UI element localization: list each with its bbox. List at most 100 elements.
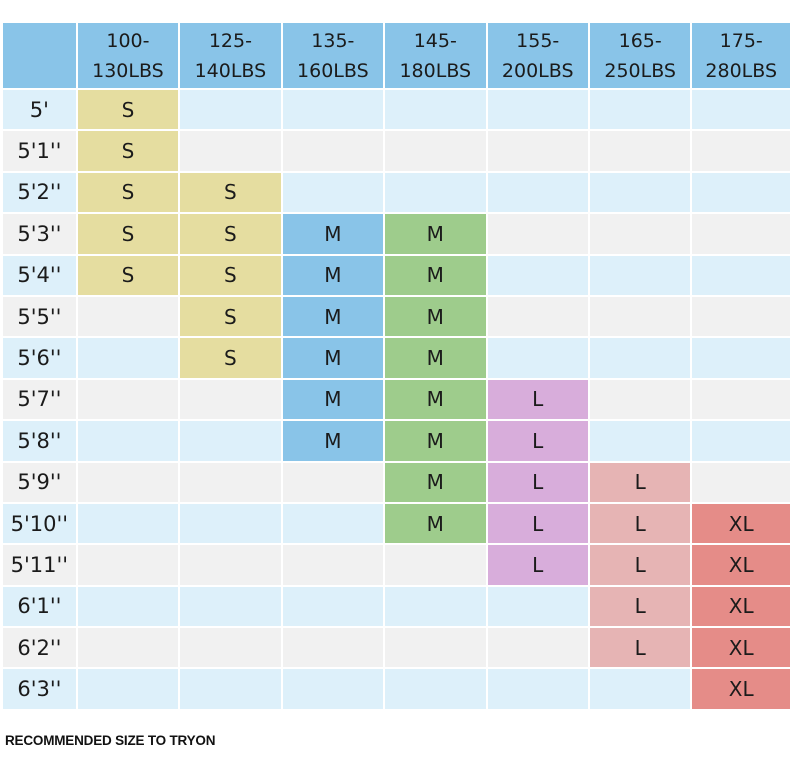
empty-cell xyxy=(589,296,693,339)
empty-cell xyxy=(487,338,590,380)
empty-cell xyxy=(385,669,488,711)
footnote: RECOMMENDED SIZE TO TRYON xyxy=(5,733,216,748)
size-chart-body: 5' S 5'1'' S 5'2'' S S 5'3'' S S M M 5'4'' S S M M 5'5'' S… xyxy=(3,90,790,711)
height-label: 5'4'' xyxy=(3,255,78,297)
table-row: 5' S xyxy=(3,90,790,132)
empty-cell xyxy=(282,628,386,670)
size-cell: M xyxy=(385,214,488,256)
corner-cell xyxy=(3,23,78,90)
empty-cell xyxy=(180,628,283,670)
empty-cell xyxy=(77,586,181,629)
empty-cell xyxy=(180,90,283,132)
empty-cell xyxy=(692,296,790,339)
empty-cell xyxy=(180,421,283,463)
height-label: 5'3'' xyxy=(3,214,78,256)
size-cell: M xyxy=(385,503,488,546)
empty-cell xyxy=(589,214,693,256)
empty-cell xyxy=(282,586,386,629)
table-row: 6'1'' L XL xyxy=(3,586,790,629)
height-label: 5'2'' xyxy=(3,172,78,215)
size-cell: L xyxy=(487,421,590,463)
table-row: 6'2'' L XL xyxy=(3,628,790,670)
empty-cell xyxy=(77,545,181,587)
size-cell: M xyxy=(385,338,488,380)
empty-cell xyxy=(487,586,590,629)
empty-cell xyxy=(77,338,181,380)
size-cell: S xyxy=(180,214,283,256)
empty-cell xyxy=(487,172,590,215)
size-cell: M xyxy=(282,421,386,463)
height-label: 5'7'' xyxy=(3,379,78,422)
height-label: 5'5'' xyxy=(3,296,78,339)
size-cell: S xyxy=(77,214,181,256)
empty-cell xyxy=(282,545,386,587)
empty-cell xyxy=(385,545,488,587)
empty-cell xyxy=(487,296,590,339)
table-row: 5'6'' S M M xyxy=(3,338,790,380)
size-cell: L xyxy=(589,462,693,504)
empty-cell xyxy=(589,90,693,132)
empty-cell xyxy=(77,669,181,711)
height-label: 6'2'' xyxy=(3,628,78,670)
table-row: 5'7'' M M L xyxy=(3,379,790,422)
height-label: 5'9'' xyxy=(3,462,78,504)
table-row: 5'2'' S S xyxy=(3,172,790,215)
empty-cell xyxy=(487,90,590,132)
size-cell: L xyxy=(589,586,693,629)
height-label: 5'6'' xyxy=(3,338,78,380)
empty-cell xyxy=(589,131,693,173)
size-cell: M xyxy=(385,462,488,504)
empty-cell xyxy=(589,379,693,422)
empty-cell xyxy=(589,338,693,380)
height-label: 5'11'' xyxy=(3,545,78,587)
size-chart-table: 100- 130LBS 125- 140LBS 135- 160LBS 145- 180… xyxy=(3,23,790,711)
size-cell: XL xyxy=(692,503,790,546)
table-row: 5'9'' M L L xyxy=(3,462,790,504)
empty-cell xyxy=(589,421,693,463)
empty-cell xyxy=(692,172,790,215)
weight-header: 175- 280LBS xyxy=(692,23,790,90)
size-cell: M xyxy=(282,338,386,380)
size-cell: L xyxy=(487,379,590,422)
empty-cell xyxy=(692,421,790,463)
empty-cell xyxy=(692,462,790,504)
height-label: 5'8'' xyxy=(3,421,78,463)
size-cell: S xyxy=(77,90,181,132)
empty-cell xyxy=(77,628,181,670)
size-cell: S xyxy=(180,296,283,339)
header-row: 100- 130LBS 125- 140LBS 135- 160LBS 145- 180… xyxy=(3,23,790,90)
empty-cell xyxy=(589,172,693,215)
weight-header: 145- 180LBS xyxy=(385,23,488,90)
empty-cell xyxy=(385,628,488,670)
size-cell: M xyxy=(385,421,488,463)
size-cell: L xyxy=(589,628,693,670)
empty-cell xyxy=(180,586,283,629)
empty-cell xyxy=(487,131,590,173)
size-cell: S xyxy=(77,131,181,173)
empty-cell xyxy=(180,131,283,173)
size-cell: S xyxy=(180,255,283,297)
empty-cell xyxy=(282,462,386,504)
empty-cell xyxy=(385,90,488,132)
weight-header: 165- 250LBS xyxy=(589,23,693,90)
empty-cell xyxy=(77,462,181,504)
empty-cell xyxy=(692,131,790,173)
size-cell: S xyxy=(77,172,181,215)
height-label: 5'1'' xyxy=(3,131,78,173)
empty-cell xyxy=(180,669,283,711)
empty-cell xyxy=(487,628,590,670)
empty-cell xyxy=(692,338,790,380)
table-row: 5'4'' S S M M xyxy=(3,255,790,297)
empty-cell xyxy=(77,503,181,546)
table-row: 6'3'' XL xyxy=(3,669,790,711)
size-cell: M xyxy=(282,255,386,297)
empty-cell xyxy=(180,503,283,546)
table-row: 5'1'' S xyxy=(3,131,790,173)
size-cell: M xyxy=(282,296,386,339)
size-cell: L xyxy=(589,503,693,546)
empty-cell xyxy=(692,379,790,422)
size-cell: M xyxy=(385,255,488,297)
height-label: 5' xyxy=(3,90,78,132)
table-row: 5'3'' S S M M xyxy=(3,214,790,256)
table-row: 5'11'' L L XL xyxy=(3,545,790,587)
